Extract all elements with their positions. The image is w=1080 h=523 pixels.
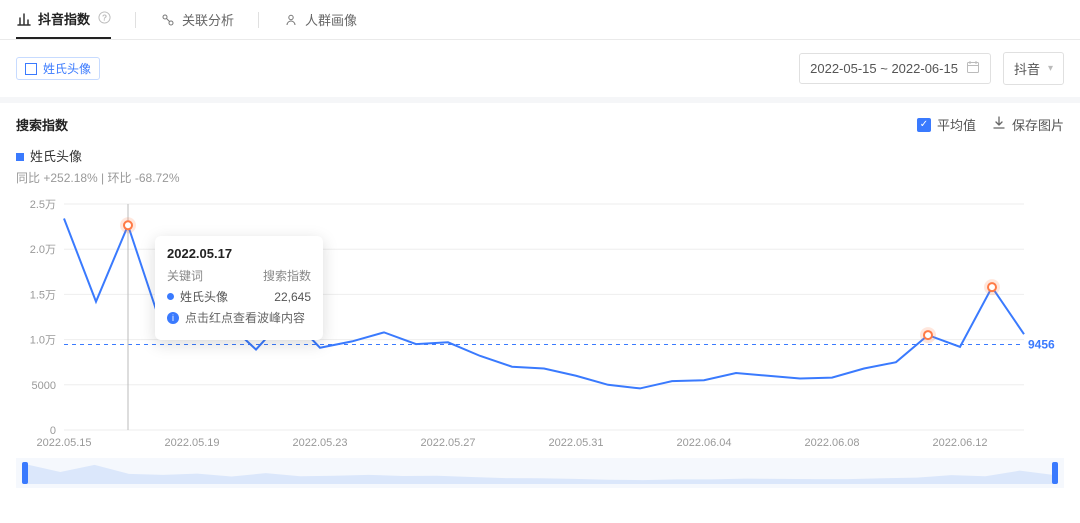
link-icon — [160, 12, 176, 28]
calendar-icon — [966, 60, 980, 77]
tooltip-hint: 点击红点查看波峰内容 — [185, 309, 305, 326]
chart-container: 0 5000 1.0万 1.5万 2.0万 2.5万 9456 2022.05.15 2022.… — [0, 186, 1080, 454]
svg-text:2.5万: 2.5万 — [30, 199, 56, 211]
svg-text:?: ? — [102, 12, 107, 22]
svg-text:2022.06.04: 2022.06.04 — [676, 437, 731, 449]
svg-text:5000: 5000 — [32, 380, 56, 392]
tab-label: 关联分析 — [182, 10, 234, 29]
keyword-pill[interactable]: 姓氏头像 — [16, 57, 100, 80]
chart-tooltip: 2022.05.17 关键词 搜索指数 姓氏头像 22,645 i 点击红点查看波… — [155, 236, 323, 340]
subbar: 姓氏头像 2022-05-15 ~ 2022-06-15 抖音 ▾ — [0, 40, 1080, 97]
svg-text:2.0万: 2.0万 — [30, 244, 56, 256]
panel-title: 搜索指数 — [16, 115, 68, 134]
tab-separator — [135, 12, 136, 28]
tooltip-col-keyword: 关键词 — [167, 267, 203, 284]
svg-text:2022.06.12: 2022.06.12 — [932, 437, 987, 449]
platform-select[interactable]: 抖音 ▾ — [1003, 52, 1064, 85]
series-legend: 姓氏头像 同比 +252.18% | 环比 -68.72% — [0, 138, 1080, 186]
info-icon: i — [167, 312, 179, 324]
tooltip-keyword: 姓氏头像 — [180, 288, 228, 305]
svg-text:2022.05.31: 2022.05.31 — [548, 437, 603, 449]
keyword-pill-text: 姓氏头像 — [43, 60, 91, 77]
svg-text:2022.05.15: 2022.05.15 — [36, 437, 91, 449]
legend-color-swatch — [16, 153, 24, 161]
date-range-text: 2022-05-15 ~ 2022-06-15 — [810, 61, 958, 76]
platform-text: 抖音 — [1014, 59, 1040, 78]
save-image-label: 保存图片 — [1012, 115, 1064, 134]
svg-text:0: 0 — [50, 425, 56, 437]
svg-text:1.0万: 1.0万 — [30, 335, 56, 347]
brush-slider[interactable] — [16, 458, 1064, 488]
svg-text:2022.05.23: 2022.05.23 — [292, 437, 347, 449]
tab-audience[interactable]: 人群画像 — [283, 0, 357, 39]
help-icon[interactable]: ? — [98, 11, 111, 27]
tab-douyin-index[interactable]: 抖音指数 ? — [16, 0, 111, 39]
svg-text:2022.06.08: 2022.06.08 — [804, 437, 859, 449]
tooltip-dot — [167, 293, 174, 300]
tab-correlation[interactable]: 关联分析 — [160, 0, 234, 39]
tooltip-date: 2022.05.17 — [167, 246, 311, 261]
avg-checkbox[interactable]: ✓ 平均值 — [917, 115, 976, 134]
panel-actions: ✓ 平均值 保存图片 — [917, 115, 1064, 134]
subbar-right: 2022-05-15 ~ 2022-06-15 抖音 ▾ — [799, 52, 1064, 85]
svg-text:9456: 9456 — [1028, 338, 1055, 352]
tabs-bar: 抖音指数 ? 关联分析 人群画像 — [0, 0, 1080, 40]
chart-icon — [16, 11, 32, 27]
svg-text:2022.05.27: 2022.05.27 — [420, 437, 475, 449]
tooltip-col-value: 搜索指数 — [263, 267, 311, 284]
check-icon: ✓ — [917, 118, 931, 132]
panel-head: 搜索指数 ✓ 平均值 保存图片 — [0, 103, 1080, 138]
tab-label: 人群画像 — [305, 10, 357, 29]
date-range-picker[interactable]: 2022-05-15 ~ 2022-06-15 — [799, 53, 991, 84]
legend-keyword: 姓氏头像 — [30, 149, 82, 164]
tab-label: 抖音指数 — [38, 9, 90, 28]
svg-text:1.5万: 1.5万 — [30, 289, 56, 301]
chevron-down-icon: ▾ — [1048, 63, 1053, 74]
legend-stats: 同比 +252.18% | 环比 -68.72% — [16, 169, 1064, 186]
person-icon — [283, 12, 299, 28]
svg-text:2022.05.19: 2022.05.19 — [164, 437, 219, 449]
brush-container — [0, 454, 1080, 500]
avg-checkbox-label: 平均值 — [937, 115, 976, 134]
save-image-button[interactable]: 保存图片 — [992, 115, 1064, 134]
tab-separator — [258, 12, 259, 28]
tooltip-value: 22,645 — [274, 290, 311, 304]
download-icon — [992, 116, 1006, 133]
